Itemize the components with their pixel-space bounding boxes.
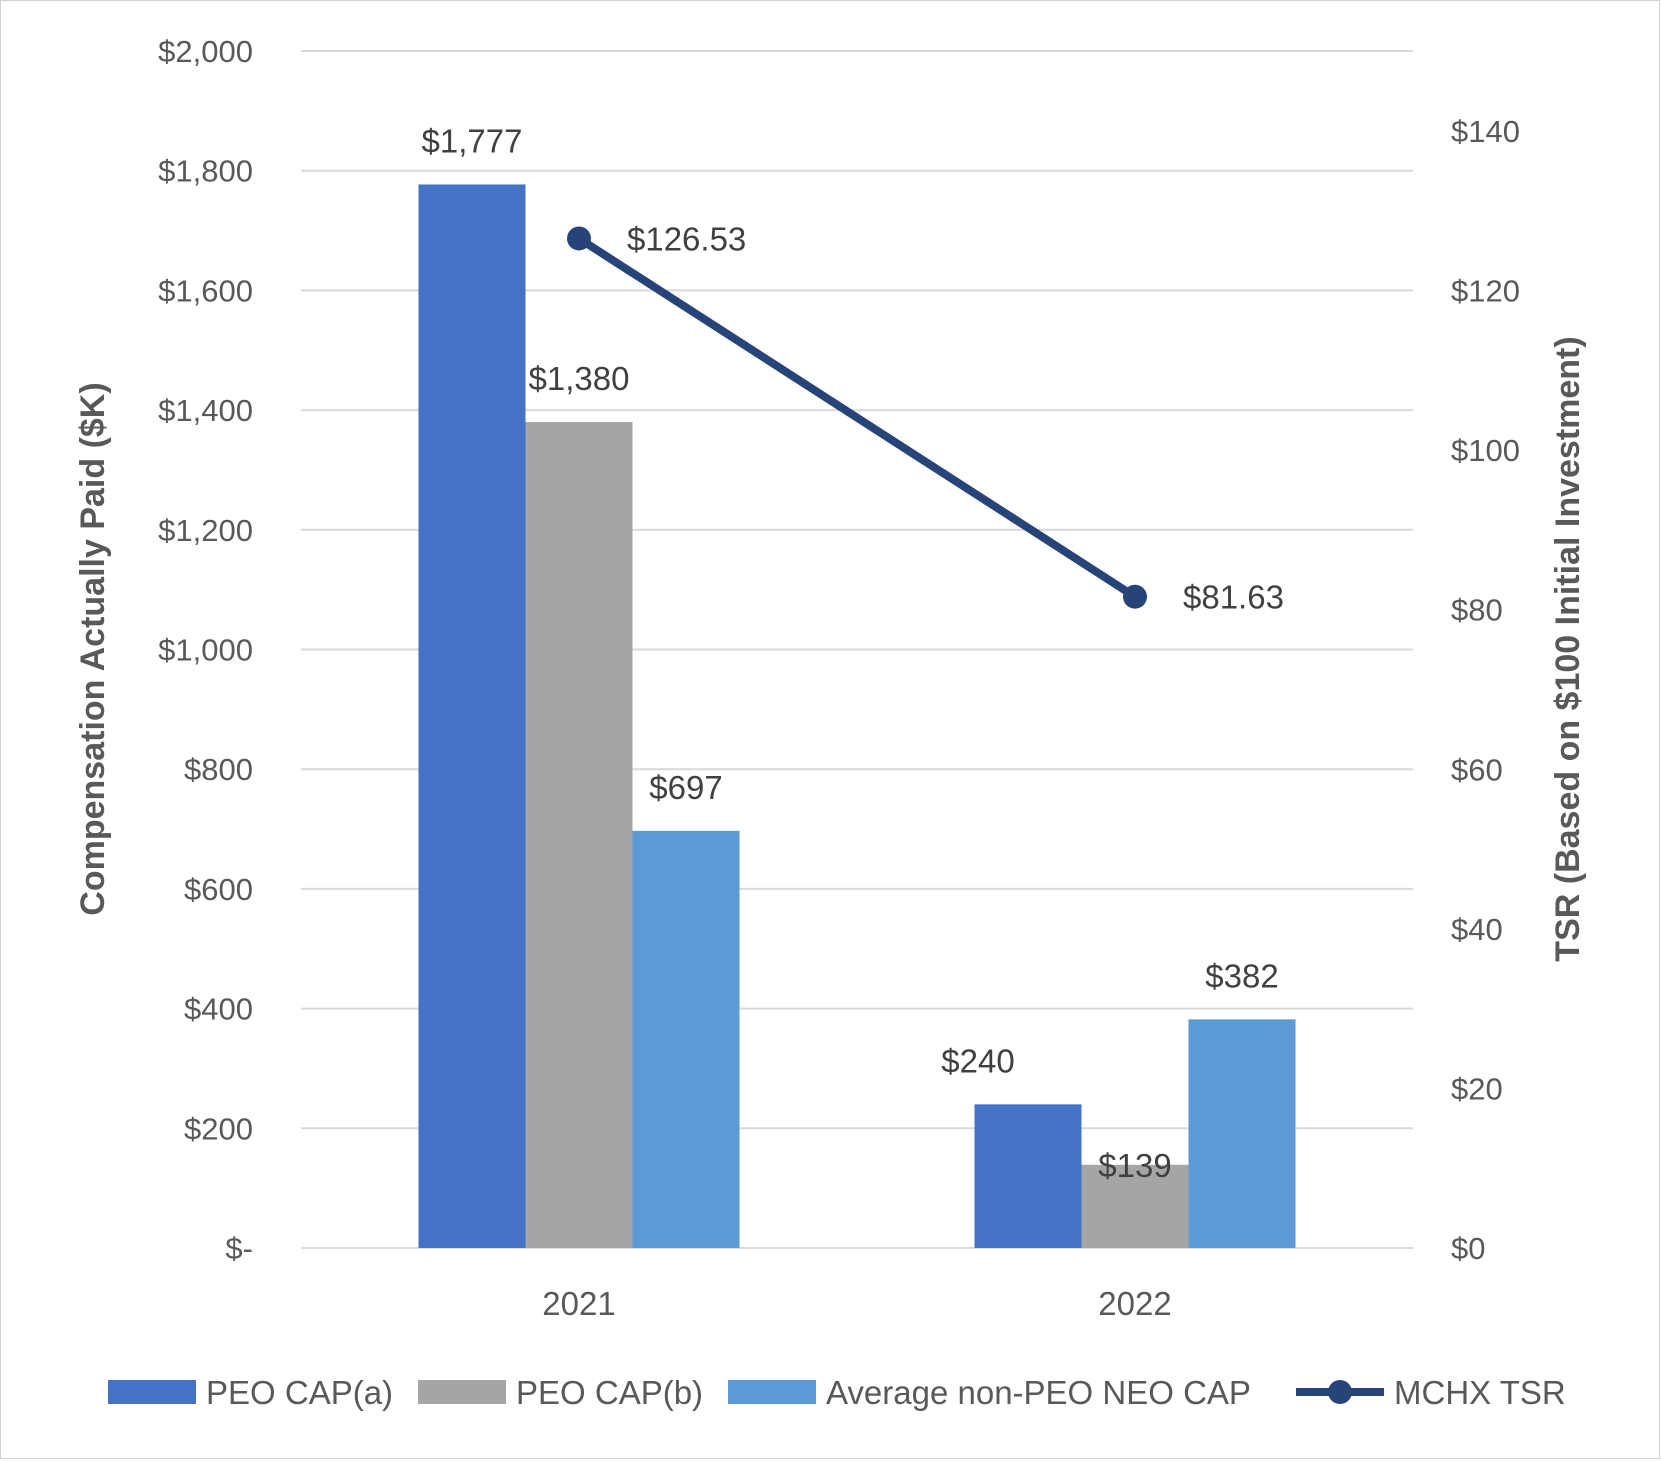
y-right-tick-label: $120 [1451, 274, 1520, 309]
y-right-axis-title: TSR (Based on $100 Initial Investment) [1549, 336, 1587, 961]
bar-data-label: $240 [941, 1042, 1014, 1079]
y-left-tick-label: $1,400 [158, 393, 253, 428]
bar-data-label: $1,380 [529, 360, 630, 397]
bar [974, 1104, 1082, 1248]
y-left-tick-label: $1,800 [158, 154, 253, 189]
y-left-tick-label: $- [225, 1231, 253, 1266]
x-tick-label: 2021 [542, 1285, 615, 1322]
bar [418, 184, 526, 1249]
y-left-tick-label: $200 [184, 1111, 253, 1146]
x-tick-label: 2022 [1098, 1285, 1171, 1322]
y-right-tick-label: $40 [1451, 912, 1503, 947]
legend-label: MCHX TSR [1394, 1374, 1566, 1411]
tsr-point [567, 226, 591, 251]
bars [418, 184, 1296, 1249]
tsr-line-group [567, 226, 1147, 609]
legend-marker [1328, 1380, 1352, 1404]
bar-data-label: $139 [1098, 1147, 1171, 1184]
y-left-tick-label: $1,200 [158, 513, 253, 548]
bar-data-label: $1,777 [422, 122, 523, 159]
x-ticks: 2021 2022 [542, 1285, 1171, 1322]
y-left-ticks: $- $200 $400 $600 $800 $1,000 $1,200 $1,400 $1,6… [158, 34, 253, 1266]
y-right-tick-label: $80 [1451, 593, 1503, 628]
y-left-tick-label: $1,600 [158, 273, 253, 308]
y-right-tick-label: $100 [1451, 433, 1520, 468]
legend-swatch [108, 1380, 196, 1404]
bar-data-label: $697 [649, 769, 722, 806]
y-left-tick-label: $600 [184, 872, 253, 907]
legend-label: Average non-PEO NEO CAP [826, 1374, 1251, 1411]
bar [1081, 1164, 1189, 1248]
data-labels: $1,777 $240 $1,380 $139 $697 $382 $126.53 $81.6… [422, 122, 1284, 1183]
tsr-line [575, 234, 1139, 601]
y-right-tick-label: $60 [1451, 752, 1503, 787]
bar-data-label: $382 [1205, 957, 1278, 994]
y-left-tick-label: $400 [184, 992, 253, 1027]
tsr-point [1123, 584, 1147, 609]
tsr-data-label: $126.53 [627, 220, 746, 257]
bar [525, 422, 633, 1248]
bar [1188, 1019, 1296, 1248]
y-left-tick-label: $1,000 [158, 633, 253, 668]
y-right-tick-label: $0 [1451, 1231, 1485, 1266]
y-right-tick-label: $20 [1451, 1071, 1503, 1106]
y-left-axis-title: Compensation Actually Paid ($K) [74, 382, 112, 915]
y-left-tick-label: $2,000 [158, 34, 253, 69]
y-right-ticks: $0 $20 $40 $60 $80 $100 $120 $140 [1451, 114, 1520, 1266]
legend-swatch [418, 1380, 506, 1404]
legend-swatch [728, 1380, 816, 1404]
y-left-tick-label: $800 [184, 752, 253, 787]
legend: PEO CAP(a) PEO CAP(b) Average non-PEO NEO … [108, 1374, 1566, 1411]
bar [632, 830, 740, 1248]
tsr-data-label: $81.63 [1183, 579, 1284, 616]
legend-label: PEO CAP(a) [206, 1374, 393, 1411]
y-right-tick-label: $140 [1451, 114, 1520, 149]
legend-label: PEO CAP(b) [516, 1374, 703, 1411]
